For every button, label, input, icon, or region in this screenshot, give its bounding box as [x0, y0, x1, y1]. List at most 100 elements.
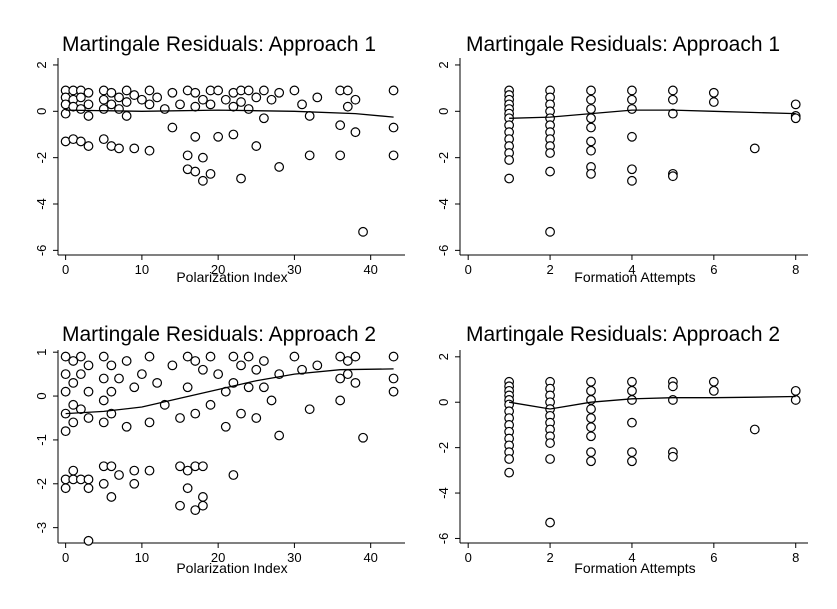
data-point: [122, 357, 131, 366]
data-point: [130, 144, 139, 153]
data-point: [160, 105, 169, 114]
data-point: [206, 100, 215, 109]
data-point: [221, 95, 230, 104]
data-point: [267, 396, 276, 405]
data-point: [99, 418, 108, 427]
data-point: [359, 433, 368, 442]
data-point: [199, 153, 208, 162]
data-point: [191, 88, 200, 97]
data-point: [389, 123, 398, 132]
data-point: [214, 370, 223, 379]
y-tick-label: 0: [34, 108, 49, 115]
data-point: [587, 457, 596, 466]
data-point: [244, 352, 253, 361]
data-point: [168, 88, 177, 97]
plot-area: 0 10 20 30 4010-1-2-3: [34, 349, 405, 565]
data-point: [546, 149, 555, 158]
data-point: [628, 377, 637, 386]
data-point: [206, 401, 215, 410]
data-point: [305, 405, 314, 414]
data-point: [138, 370, 147, 379]
panel-title: Martingale Residuals: Approach 2: [62, 323, 376, 346]
data-point: [84, 361, 93, 370]
data-point: [546, 518, 555, 527]
y-tick-label: -4: [436, 487, 451, 499]
data-point: [145, 418, 154, 427]
data-point: [229, 130, 238, 139]
data-point: [628, 105, 637, 114]
data-point: [351, 128, 360, 137]
data-point: [669, 86, 678, 95]
data-point: [191, 133, 200, 142]
data-point: [305, 151, 314, 160]
data-point: [628, 177, 637, 186]
y-tick-label: -6: [34, 245, 49, 257]
panel-title: Martingale Residuals: Approach 1: [62, 33, 376, 56]
data-point: [587, 387, 596, 396]
x-tick-label: 8: [792, 550, 799, 565]
data-point: [750, 425, 759, 434]
x-tick-label: 30: [287, 262, 301, 277]
panel-title: Martingale Residuals: Approach 1: [466, 33, 780, 56]
data-point: [252, 365, 261, 374]
data-point: [69, 466, 78, 475]
data-point: [260, 86, 269, 95]
data-point: [206, 170, 215, 179]
data-point: [61, 484, 70, 493]
y-tick-label: 0: [436, 108, 451, 115]
panel-3: Martingale Residuals: Approach 2 Polariz…: [34, 323, 405, 576]
data-point: [669, 172, 678, 181]
data-point: [69, 418, 78, 427]
panel-title: Martingale Residuals: Approach 2: [466, 323, 780, 346]
data-point: [145, 466, 154, 475]
y-tick-label: -1: [34, 434, 49, 446]
y-tick-label: 2: [436, 61, 451, 68]
data-point: [587, 448, 596, 457]
x-tick-label: 4: [628, 550, 635, 565]
data-point: [305, 112, 314, 121]
data-point: [791, 100, 800, 109]
data-point: [199, 501, 208, 510]
data-point: [260, 357, 269, 366]
data-point: [587, 114, 596, 123]
data-point: [99, 374, 108, 383]
data-point: [153, 379, 162, 388]
data-point: [628, 133, 637, 142]
x-axis-label: Polarization Index: [176, 269, 287, 285]
y-tick-label: -6: [436, 245, 451, 257]
data-point: [229, 352, 238, 361]
data-point: [176, 414, 185, 423]
data-point: [130, 383, 139, 392]
panel-2: Martingale Residuals: Approach 1 Formati…: [436, 33, 808, 285]
data-point: [244, 383, 253, 392]
data-point: [84, 537, 93, 546]
y-tick-label: -2: [436, 152, 451, 164]
data-point: [145, 100, 154, 109]
x-tick-label: 20: [211, 262, 225, 277]
data-point: [336, 121, 345, 130]
x-tick-label: 0: [465, 550, 472, 565]
data-point: [344, 86, 353, 95]
data-point: [176, 501, 185, 510]
data-point: [237, 361, 246, 370]
data-point: [750, 144, 759, 153]
data-point: [628, 396, 637, 405]
x-tick-label: 0: [465, 262, 472, 277]
data-point: [628, 165, 637, 174]
data-point: [628, 448, 637, 457]
data-point: [206, 352, 215, 361]
data-point: [669, 396, 678, 405]
data-point: [214, 86, 223, 95]
data-point: [115, 471, 124, 480]
plot-area: 0 2 4 6 8 2 0 -2 -4 -6: [436, 58, 808, 277]
data-point: [122, 112, 131, 121]
data-point: [176, 100, 185, 109]
data-point: [199, 177, 208, 186]
x-tick-label: 30: [287, 550, 301, 565]
data-point: [260, 383, 269, 392]
data-point: [710, 387, 719, 396]
y-tick-label: -6: [436, 533, 451, 545]
data-point: [237, 98, 246, 107]
data-point: [130, 466, 139, 475]
